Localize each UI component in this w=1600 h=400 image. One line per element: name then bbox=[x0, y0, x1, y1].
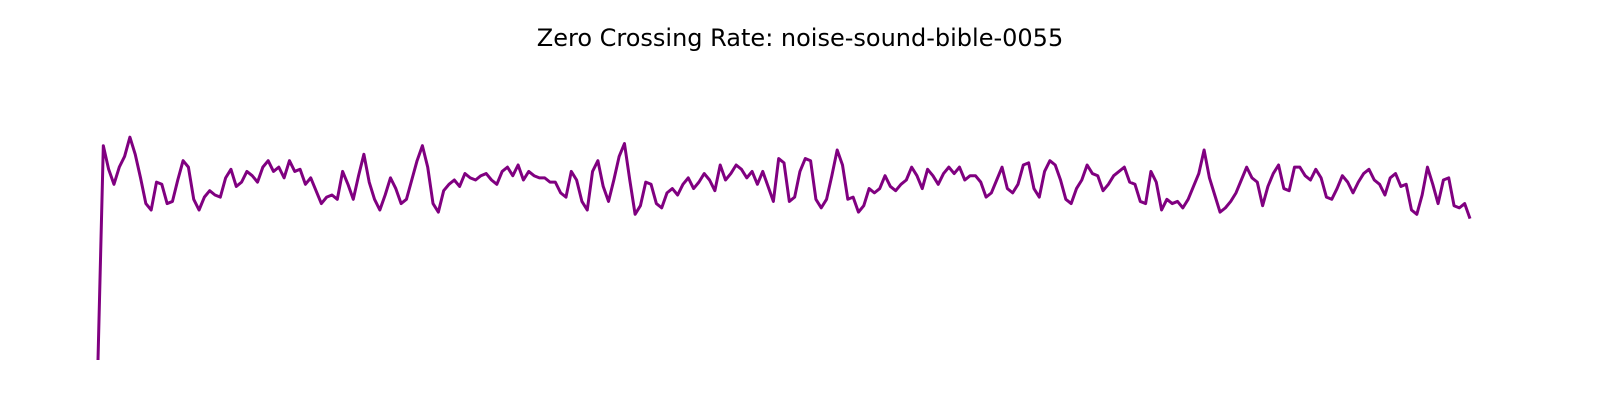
chart-title: Zero Crossing Rate: noise-sound-bible-00… bbox=[536, 24, 1064, 52]
series-line-0 bbox=[96, 135, 1472, 361]
series-group bbox=[96, 135, 1472, 361]
